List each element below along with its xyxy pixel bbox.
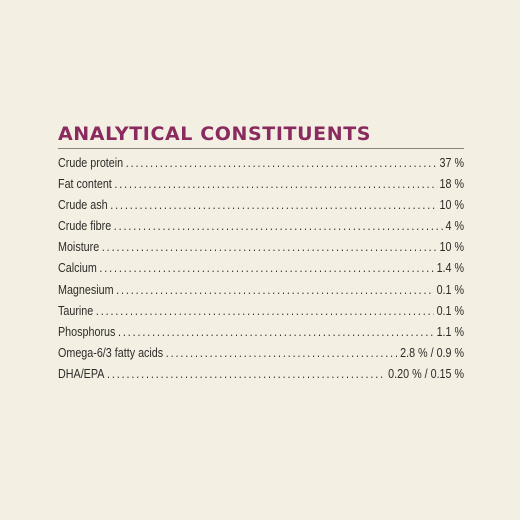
constituent-row: Magnesium 0.1 %: [58, 283, 464, 304]
constituent-row: Moisture 10 %: [58, 240, 464, 261]
constituent-value: 10 %: [439, 240, 465, 255]
constituent-label: DHA/EPA: [58, 366, 105, 381]
constituent-label: Fat content: [58, 177, 112, 192]
constituent-label: Magnesium: [58, 282, 114, 297]
dot-leader: [166, 346, 398, 360]
constituents-list: Crude protein 37 % Fat content 18 % Crud…: [58, 156, 464, 388]
constituent-row: Omega-6/3 fatty acids 2.8 % / 0.9 %: [58, 346, 464, 367]
constituent-row: Taurine 0.1 %: [58, 304, 464, 325]
dot-leader: [99, 261, 434, 275]
constituent-value: 37 %: [439, 156, 465, 170]
constituent-row: Crude ash 10 %: [58, 198, 464, 219]
constituent-label: Calcium: [58, 261, 97, 276]
constituent-row: Phosphorus 1.1 %: [58, 325, 464, 346]
dot-leader: [118, 325, 434, 339]
constituent-value: 18 %: [439, 177, 465, 192]
section-heading: ANALYTICAL CONSTITUENTS: [58, 123, 372, 145]
dot-leader: [110, 198, 437, 212]
dot-leader: [116, 283, 434, 297]
dot-leader: [126, 156, 437, 170]
constituent-value: 2.8 % / 0.9 %: [400, 345, 465, 360]
constituent-value: 4 %: [445, 219, 465, 234]
constituent-label: Omega-6/3 fatty acids: [58, 345, 164, 360]
analytical-constituents-panel: ANALYTICAL CONSTITUENTS Crude protein 37…: [58, 122, 464, 388]
dot-leader: [107, 367, 386, 381]
dot-leader: [114, 177, 437, 191]
constituent-value: 1.4 %: [436, 261, 465, 276]
constituent-value: 10 %: [439, 198, 465, 213]
constituent-label: Crude protein: [58, 156, 124, 170]
constituent-row: DHA/EPA 0.20 % / 0.15 %: [58, 367, 464, 388]
constituent-row: Crude protein 37 %: [58, 156, 464, 177]
constituent-value: 1.1 %: [436, 324, 465, 339]
constituent-label: Phosphorus: [58, 324, 116, 339]
constituent-label: Crude ash: [58, 198, 108, 213]
dot-leader: [96, 304, 434, 318]
heading-divider: [58, 148, 464, 149]
constituent-label: Crude fibre: [58, 219, 112, 234]
constituent-row: Calcium 1.4 %: [58, 261, 464, 282]
constituent-value: 0.1 %: [436, 282, 465, 297]
constituent-label: Moisture: [58, 240, 100, 255]
dot-leader: [114, 219, 443, 233]
constituent-value: 0.1 %: [436, 303, 465, 318]
dot-leader: [102, 240, 437, 254]
constituent-row: Fat content 18 %: [58, 177, 464, 198]
constituent-row: Crude fibre 4 %: [58, 219, 464, 240]
constituent-value: 0.20 % / 0.15 %: [388, 366, 465, 381]
constituent-label: Taurine: [58, 303, 94, 318]
